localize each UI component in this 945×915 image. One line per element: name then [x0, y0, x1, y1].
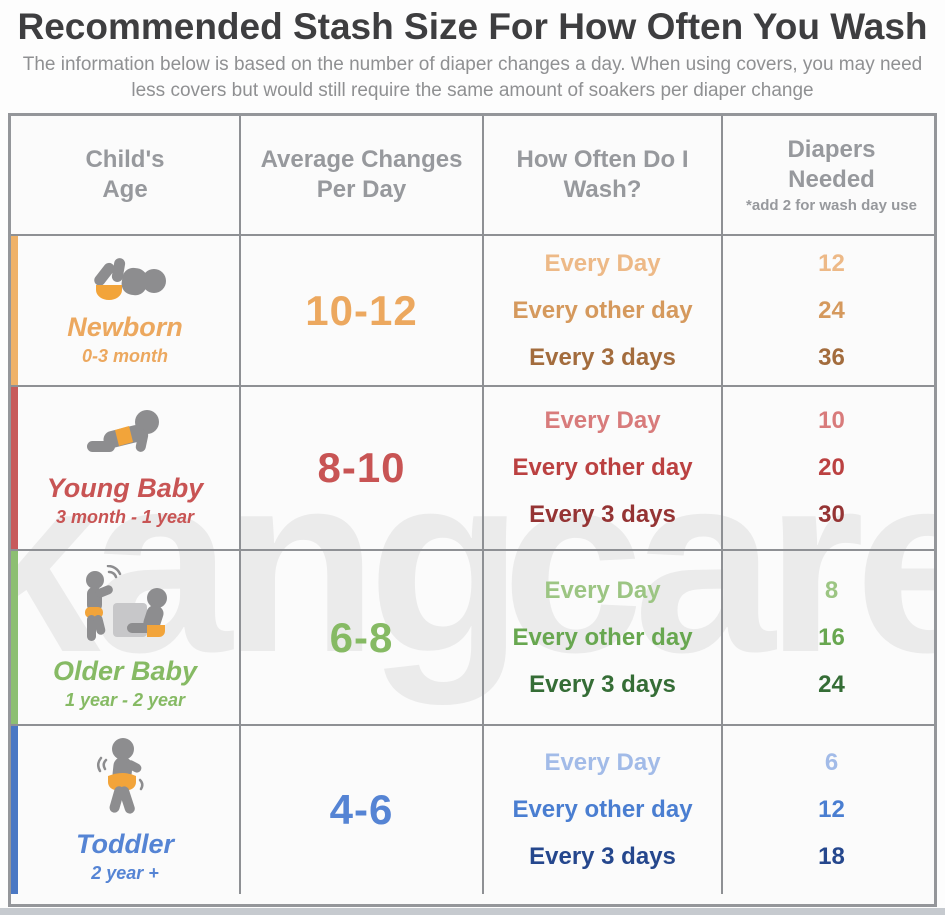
- diapers-needed-value: 6: [824, 749, 839, 776]
- age-range-label: 1 year - 2 year: [64, 689, 186, 710]
- column-header-how-often-wash: How Often Do I Wash?: [484, 116, 723, 236]
- diapers-needed-cell-toddler: 6 12 18: [723, 726, 934, 894]
- diapers-needed-value: 12: [818, 796, 845, 823]
- wash-frequency-label: Every 3 days: [529, 843, 676, 870]
- wash-frequency-cell-older-baby: Every Day Every other day Every 3 days: [484, 551, 723, 726]
- older-baby-playing-icon: [85, 564, 167, 641]
- wash-frequency-cell-newborn: Every Day Every other day Every 3 days: [484, 236, 723, 387]
- row-accent-bar: [11, 387, 18, 549]
- column-header-label: How Often Do I Wash?: [516, 146, 689, 203]
- page-title: Recommended Stash Size For How Often You…: [17, 6, 928, 47]
- column-header-label: Child's Age: [85, 146, 165, 203]
- wash-frequency-label: Every 3 days: [529, 501, 676, 528]
- wash-frequency-label: Every other day: [512, 623, 693, 651]
- age-cell-older-baby: Older Baby 1 year - 2 year: [11, 551, 241, 726]
- table-grid: Child's Age Average Changes Per Day How …: [11, 116, 934, 904]
- changes-cell-toddler: 4-6: [241, 726, 484, 894]
- changes-per-day-value: 10-12: [305, 286, 418, 334]
- age-range-label: 2 year +: [91, 863, 159, 883]
- row-accent-bar: [11, 551, 18, 724]
- diapers-needed-cell-newborn: 12 24 36: [723, 236, 934, 387]
- age-cell-newborn: Newborn 0-3 month: [11, 236, 241, 387]
- diapers-needed-value: 12: [818, 249, 845, 277]
- age-range-label: 0-3 month: [81, 345, 168, 366]
- diapers-needed-value: 30: [818, 501, 845, 528]
- wash-frequency-label: Every other day: [512, 454, 693, 481]
- diapers-needed-value: 24: [818, 296, 845, 324]
- diapers-needed-value: 10: [818, 407, 845, 434]
- wash-frequency-label: Every 3 days: [529, 343, 676, 371]
- age-group-label: Older Baby: [52, 655, 198, 686]
- wash-frequency-label: Every Day: [544, 407, 661, 434]
- changes-per-day-value: 8-10: [317, 444, 406, 491]
- diapers-needed-value: 24: [818, 670, 845, 698]
- wash-frequency-label: Every Day: [544, 749, 661, 776]
- row-accent-bar: [11, 726, 18, 894]
- age-cell-young-baby: Young Baby 3 month - 1 year: [11, 387, 241, 551]
- page-subtitle: The information below is based on the nu…: [22, 54, 923, 102]
- diapers-needed-value: 20: [818, 454, 845, 481]
- diapers-needed-value: 36: [818, 343, 845, 371]
- age-group-label: Toddler: [76, 829, 174, 859]
- changes-per-day-value: 6-8: [329, 613, 394, 661]
- column-header-note: *add 2 for wash day use: [746, 196, 917, 214]
- changes-cell-young-baby: 8-10: [241, 387, 484, 551]
- newborn-lying-baby-icon: [94, 257, 166, 300]
- young-baby-crawling-icon: [87, 410, 159, 452]
- wash-frequency-label: Every other day: [512, 796, 693, 823]
- age-cell-toddler: Toddler 2 year +: [11, 726, 241, 894]
- wash-frequency-cell-young-baby: Every Day Every other day Every 3 days: [484, 387, 723, 551]
- image-bottom-edge: [0, 908, 945, 915]
- toddler-walking-icon: [97, 738, 144, 814]
- changes-per-day-value: 4-6: [329, 786, 394, 833]
- diapers-needed-value: 8: [824, 576, 839, 604]
- stash-size-table: kang care Child's Age Average Changes Pe…: [8, 113, 937, 907]
- column-header-label: Average Changes Per Day: [260, 146, 463, 203]
- changes-cell-older-baby: 6-8: [241, 551, 484, 726]
- wash-frequency-label: Every Day: [544, 249, 661, 277]
- column-header-label: Diapers Needed: [787, 135, 876, 193]
- column-header-diapers-needed: Diapers Needed *add 2 for wash day use: [723, 116, 934, 236]
- diapers-needed-value: 16: [818, 623, 845, 651]
- column-header-childs-age: Child's Age: [11, 116, 241, 236]
- diapers-needed-cell-older-baby: 8 16 24: [723, 551, 934, 726]
- wash-frequency-cell-toddler: Every Day Every other day Every 3 days: [484, 726, 723, 894]
- diapers-needed-cell-young-baby: 10 20 30: [723, 387, 934, 551]
- column-header-average-changes: Average Changes Per Day: [241, 116, 484, 236]
- age-range-label: 3 month - 1 year: [55, 507, 195, 527]
- row-accent-bar: [11, 236, 18, 385]
- wash-frequency-label: Every other day: [512, 296, 693, 324]
- changes-cell-newborn: 10-12: [241, 236, 484, 387]
- age-group-label: Young Baby: [46, 473, 204, 503]
- diapers-needed-value: 18: [818, 843, 845, 870]
- age-group-label: Newborn: [67, 311, 183, 342]
- wash-frequency-label: Every 3 days: [529, 670, 676, 698]
- wash-frequency-label: Every Day: [544, 576, 661, 604]
